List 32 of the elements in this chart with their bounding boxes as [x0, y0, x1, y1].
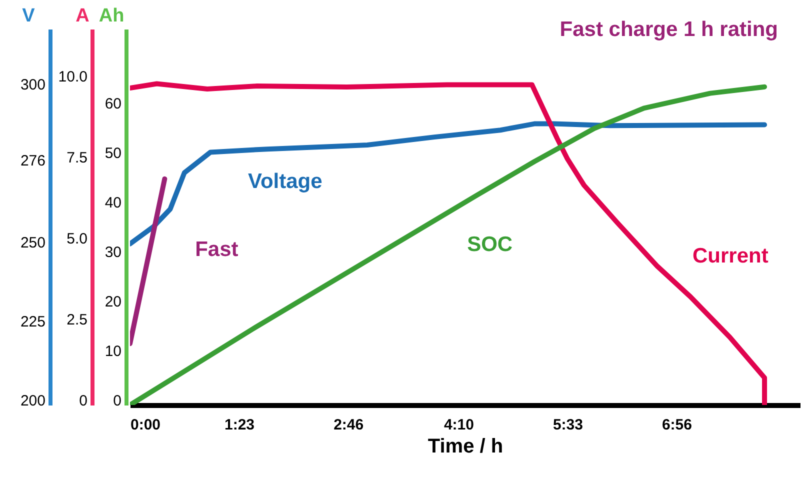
- y2-tick-label: 7.5: [66, 149, 88, 166]
- y3-tick-label: 0: [113, 392, 122, 410]
- y3-tick-label: 30: [104, 244, 122, 262]
- x-tick-label: 2:46: [334, 416, 364, 434]
- y2-tick-label: 5.0: [66, 230, 88, 248]
- chart-title: Fast charge 1 h rating: [560, 18, 778, 41]
- x-tick-label: 5:33: [552, 416, 583, 434]
- y-axis-title: V: [22, 6, 36, 26]
- y-tick-label: 225: [20, 314, 46, 331]
- y3-tick-label: 40: [104, 194, 122, 212]
- series-label: SOC: [467, 233, 513, 256]
- x-tick-label: 4:10: [444, 416, 474, 434]
- series-label: Current: [692, 244, 768, 268]
- y-tick-label: 200: [20, 392, 46, 410]
- y2-tick-label: 10.0: [58, 68, 88, 86]
- y-tick-label: 250: [20, 234, 46, 252]
- y3-tick-label: 20: [104, 294, 122, 311]
- y3-tick-label: 50: [104, 145, 122, 162]
- y3-tick-label: 10: [104, 343, 122, 360]
- y3-tick-label: 60: [104, 96, 122, 113]
- x-tick-label: 1:23: [224, 416, 255, 434]
- y-tick-label: 300: [20, 76, 46, 94]
- x-tick-label: 0:00: [130, 416, 161, 434]
- y2-axis-title: A: [76, 6, 90, 26]
- series-label: Voltage: [248, 170, 322, 194]
- y-tick-label: 276: [20, 152, 46, 170]
- y3-axis-title: Ah: [98, 6, 124, 26]
- y2-tick-label: 2.5: [66, 311, 88, 328]
- x-axis-title: Time / h: [428, 436, 504, 458]
- series-label: Fast: [195, 238, 238, 261]
- x-tick-label: 6:56: [662, 416, 692, 434]
- y2-tick-label: 0: [79, 392, 88, 410]
